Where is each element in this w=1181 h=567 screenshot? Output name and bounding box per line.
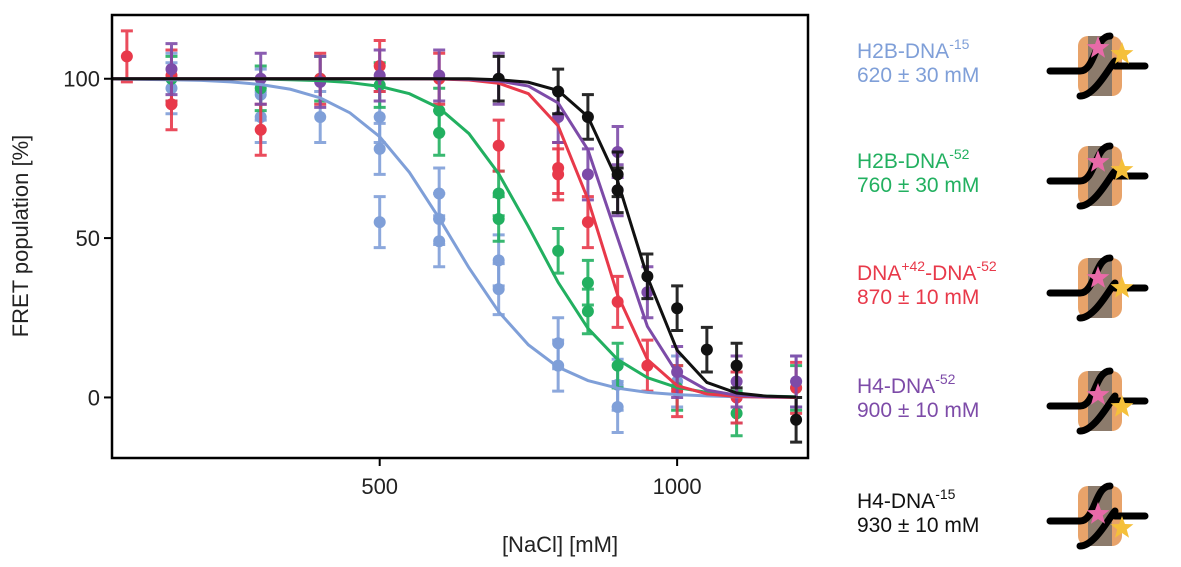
legend-midpoint: 900 ± 10 mM <box>857 399 979 422</box>
legend-label: H2B-DNA-15 <box>857 36 970 63</box>
data-point <box>581 276 594 289</box>
data-point <box>552 168 565 181</box>
fit-curve <box>112 77 797 399</box>
data-point <box>730 359 743 372</box>
dye-star <box>1086 266 1110 288</box>
data-point <box>314 110 327 123</box>
data-point <box>254 123 267 136</box>
legend-midpoint: 870 ± 10 mM <box>857 286 979 309</box>
legend-label: H4-DNA-52 <box>857 371 956 398</box>
data-point <box>552 244 565 257</box>
fit-curve <box>112 77 797 399</box>
legend-label: H2B-DNA-52 <box>857 146 970 173</box>
data-point <box>611 401 624 414</box>
x-axis-label: [NaCl] [mM] <box>502 532 618 557</box>
legend-superscript: -52 <box>949 146 969 162</box>
data-point <box>373 110 386 123</box>
legend-midpoint: 930 ± 10 mM <box>857 514 979 537</box>
dye-star <box>1086 150 1110 172</box>
data-point <box>581 216 594 229</box>
y-tick-label: 50 <box>76 226 100 251</box>
dye-star <box>1110 42 1134 64</box>
legend-superscript: +42 <box>901 258 925 274</box>
x-tick-label: 1000 <box>653 474 702 499</box>
data-point <box>492 283 505 296</box>
y-tick-label: 0 <box>88 385 100 410</box>
dye-star <box>1086 383 1110 405</box>
legend-label: H4-DNA-15 <box>857 486 956 513</box>
plot-frame <box>110 13 810 460</box>
legend-name: H4-DNA <box>857 375 935 398</box>
x-tick-label: 500 <box>361 474 398 499</box>
data-point <box>120 50 133 63</box>
legend-superscript: -15 <box>935 486 955 502</box>
y-axis-label: FRET population [%] <box>8 135 33 338</box>
data-point <box>790 375 803 388</box>
legend-superscript: -15 <box>949 36 969 52</box>
legend-name: H2B-DNA <box>857 150 949 173</box>
legend-name: H4-DNA <box>857 490 935 513</box>
dye-star <box>1086 502 1110 524</box>
data-point <box>581 305 594 318</box>
dna-strand <box>1046 482 1149 550</box>
data-point <box>790 413 803 426</box>
nucleosome-icon <box>1046 32 1149 100</box>
data-point <box>700 343 713 356</box>
legend-name: -DNA <box>925 262 976 285</box>
legend-name: H2B-DNA <box>857 40 949 63</box>
data-point <box>373 216 386 229</box>
legend-label: DNA+42-DNA-52 <box>857 258 997 285</box>
data-point <box>581 168 594 181</box>
legend-superscript: -52 <box>976 258 996 274</box>
legend-name: DNA <box>857 262 901 285</box>
nucleosome-icon <box>1046 367 1149 435</box>
fit-curve <box>111 77 797 399</box>
legend-superscript: -52 <box>935 371 955 387</box>
nucleosome-icon <box>1046 482 1149 550</box>
data-point <box>373 142 386 155</box>
dye-star <box>1086 36 1110 58</box>
fit-curve <box>112 77 797 399</box>
data-point <box>433 126 446 139</box>
dna-strand <box>1046 32 1149 100</box>
data-point <box>433 235 446 248</box>
legend-midpoint: 760 ± 30 mM <box>857 174 979 197</box>
plot-area <box>111 29 803 444</box>
nucleosome-icon <box>1046 142 1149 210</box>
y-tick-label: 100 <box>63 67 100 92</box>
dye-star <box>1110 395 1134 417</box>
data-point <box>671 302 684 315</box>
nucleosome-icon <box>1046 254 1149 322</box>
dye-star <box>1110 516 1134 538</box>
data-point <box>165 63 178 76</box>
fit-curve <box>112 77 797 399</box>
dye-star <box>1110 158 1134 180</box>
legend-midpoint: 620 ± 30 mM <box>857 64 979 87</box>
dye-star <box>1110 276 1134 298</box>
data-point <box>492 212 505 225</box>
data-point <box>492 139 505 152</box>
